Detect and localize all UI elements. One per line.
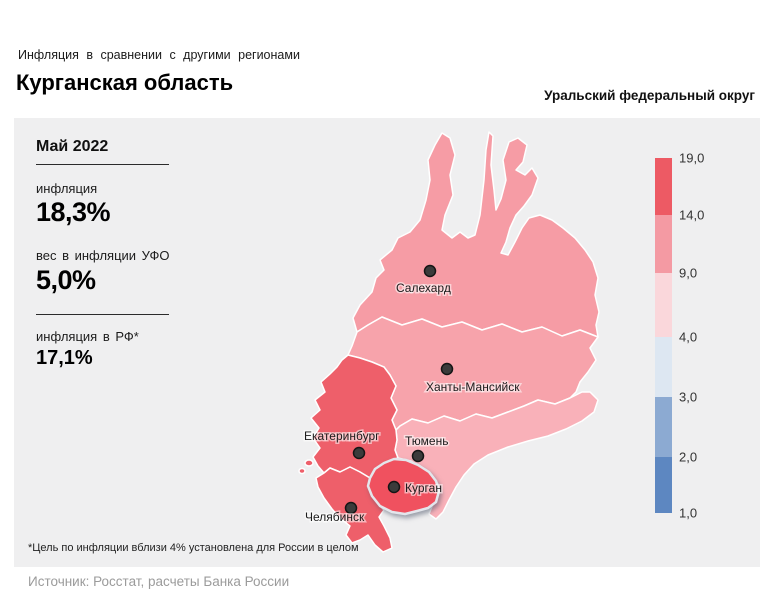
- scale-tick: 14,0: [679, 207, 705, 223]
- city-dot-salekhard: [423, 264, 437, 278]
- scale-segment-4-9: [655, 273, 672, 337]
- region-yamalo-nenets: [352, 131, 600, 338]
- city-ekaterinburg: Екатеринбург: [303, 428, 382, 460]
- map-svg: Салехард Ханты-Мансийск Екатеринбург Тюм…: [298, 131, 600, 553]
- district-title: Уральский федеральный округ: [544, 88, 755, 103]
- city-dot-ekaterinburg: [352, 446, 366, 460]
- rf-inflation-label: инфляция в РФ*: [36, 329, 139, 344]
- city-label-chelyabinsk: Челябинск: [305, 510, 365, 524]
- scale-segment-14-19: [655, 158, 672, 215]
- city-dot-khanty-mansiysk: [440, 362, 454, 376]
- divider-line: [36, 164, 169, 165]
- city-dot-chelyabinsk: [344, 501, 358, 515]
- scale-tick: 3,0: [679, 389, 698, 405]
- scale-segment-1-2: [655, 457, 672, 513]
- city-dot-tyumen: [411, 449, 425, 463]
- scale-tick: 2,0: [679, 449, 698, 465]
- inflation-label: инфляция: [36, 181, 98, 196]
- city-label-salekhard: Салехард: [396, 281, 451, 295]
- region-chelyabinsk-islet: [304, 459, 314, 467]
- scale-tick: 19,0: [679, 150, 705, 166]
- kicker-text: Инфляция в сравнении с другими регионами: [18, 48, 300, 62]
- city-dot-kurgan: [387, 480, 401, 494]
- weight-value: 5,0%: [36, 265, 96, 295]
- city-khanty-mansiysk: Ханты-Мансийск: [425, 362, 522, 396]
- region-chelyabinsk-islet: [298, 467, 306, 475]
- inflation-value: 18,3%: [36, 197, 111, 227]
- city-kurgan: Курган: [387, 480, 443, 497]
- city-chelyabinsk: Челябинск: [304, 501, 366, 526]
- footnote-text: *Цель по инфляции вблизи 4% установлена …: [28, 542, 359, 554]
- chart-panel: Май 2022 инфляция 18,3% вес в инфляции У…: [14, 118, 760, 567]
- weight-label: вес в инфляции УФО: [36, 248, 170, 263]
- color-scale-legend: 19,0 14,0 9,0 4,0 3,0 2,0 1,0: [655, 151, 745, 521]
- city-tyumen: Тюмень: [404, 433, 450, 463]
- city-label-ekaterinburg: Екатеринбург: [304, 429, 380, 443]
- city-salekhard: Салехард: [395, 264, 452, 297]
- scale-tick: 9,0: [679, 265, 698, 281]
- city-label-khanty-mansiysk: Ханты-Мансийск: [426, 380, 520, 394]
- scale-tick: 1,0: [679, 505, 698, 521]
- region-kurgan-highlighted: [366, 457, 441, 516]
- source-text: Источник: Росстат, расчеты Банка России: [28, 574, 290, 589]
- region-sverdlovsk: [310, 354, 399, 479]
- page-title: Курганская область: [16, 70, 234, 95]
- city-label-tyumen: Тюмень: [405, 434, 448, 448]
- scale-segment-2-3: [655, 397, 672, 457]
- divider-line: [36, 314, 169, 315]
- ural-district-map: Салехард Ханты-Мансийск Екатеринбург Тюм…: [280, 120, 640, 560]
- rf-inflation-value: 17,1%: [36, 347, 93, 369]
- scale-segment-3-4: [655, 337, 672, 397]
- scale-tick: 4,0: [679, 329, 698, 345]
- city-label-kurgan: Курган: [405, 481, 442, 495]
- period-label: Май 2022: [36, 138, 109, 155]
- color-scale-bar: [655, 158, 672, 513]
- scale-segment-9-14: [655, 215, 672, 273]
